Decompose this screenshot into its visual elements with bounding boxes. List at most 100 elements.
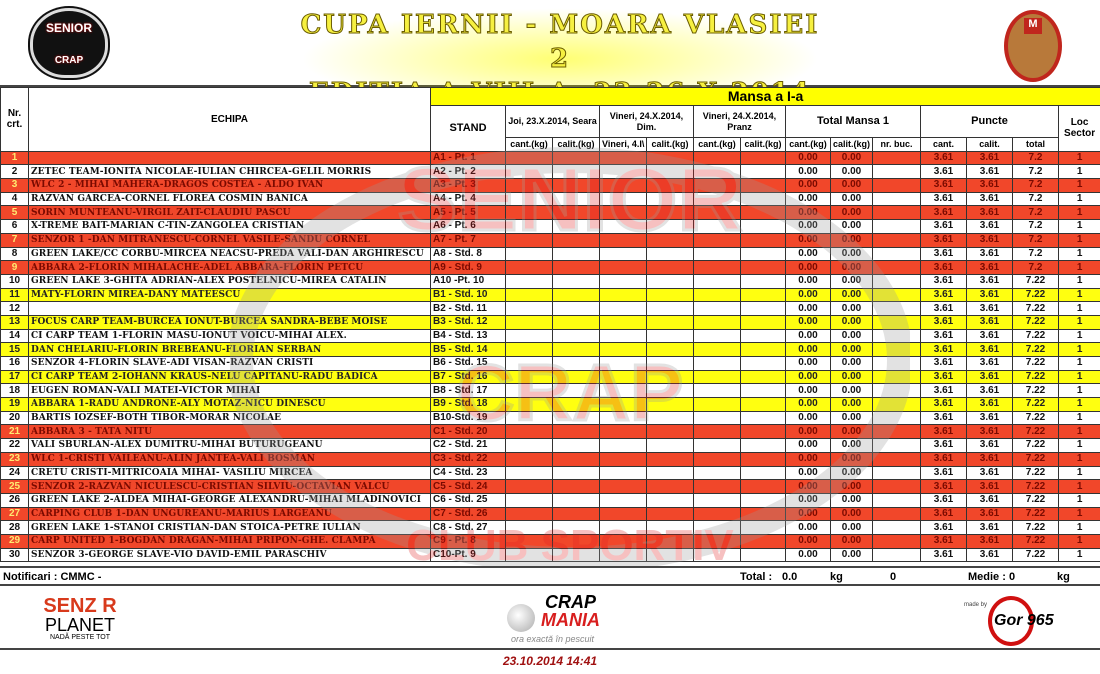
row-team: GREEN LAKE 1-STANOI CRISTIAN-DAN STOICA-… xyxy=(28,520,431,535)
row-stand: B1 - Std. 10 xyxy=(430,287,506,303)
table-row: 1 A1 - Pt. 1 0.00 0.00 3.61 3.61 7.2 1 xyxy=(0,150,1100,166)
table-row: 24 CRETU CRISTI-MITRICOAIA MIHAI- VASILIU… xyxy=(0,465,1100,481)
empty-cell xyxy=(872,314,921,330)
empty-cell xyxy=(599,438,647,453)
row-puncte-total: 7.22 xyxy=(1012,397,1059,412)
empty-cell xyxy=(646,410,694,426)
table-row: 10 GREEN LAKE 3-GHITA ADRIAN-ALEX POSTELN… xyxy=(0,273,1100,289)
medie-label: Medie : 0 xyxy=(968,571,1016,583)
row-puncte-cant: 3.61 xyxy=(920,342,967,357)
row-puncte-calit: 3.61 xyxy=(966,150,1013,166)
empty-cell xyxy=(740,219,786,234)
sponsor-logos: SENZ R PLANET NADĂ PESTE TOT CRAP MANIA … xyxy=(0,586,1100,650)
empty-cell xyxy=(646,246,694,262)
row-stand: C5 - Std. 24 xyxy=(430,479,506,494)
table-row: 14 CI CARP TEAM 1-FLORIN MASU-IONUT VOICU… xyxy=(0,328,1100,344)
empty-cell xyxy=(552,178,600,193)
row-team: ABBARA 2-FLORIN MIHALACHE-ADEL ABBARA-FL… xyxy=(28,260,431,275)
row-puncte-calit: 3.61 xyxy=(966,438,1013,453)
row-puncte-total: 7.22 xyxy=(1012,438,1059,453)
empty-cell xyxy=(505,191,553,207)
row-team: BARTIS IOZSEF-BOTH TIBOR-MORAR NICOLAE xyxy=(28,410,431,426)
empty-cell xyxy=(693,260,741,275)
ball-icon xyxy=(507,604,535,632)
empty-cell xyxy=(646,383,694,399)
senior-crap-logo: SENIOR CRAP xyxy=(30,8,108,78)
row-puncte-calit: 3.61 xyxy=(966,369,1013,385)
row-team: SENZOR 4-FLORIN SLAVE-ADI VISAN-RAZVAN C… xyxy=(28,356,431,371)
row-total-cant: 0.00 xyxy=(785,533,831,549)
row-nr: 10 xyxy=(0,273,29,289)
row-puncte-cant: 3.61 xyxy=(920,369,967,385)
empty-cell xyxy=(552,369,600,385)
empty-cell xyxy=(646,424,694,440)
empty-cell xyxy=(740,150,786,166)
empty-cell xyxy=(646,533,694,549)
empty-cell xyxy=(646,328,694,344)
row-puncte-cant: 3.61 xyxy=(920,451,967,467)
empty-cell xyxy=(740,287,786,303)
row-stand: B10-Std. 19 xyxy=(430,410,506,426)
gor-text: Gor 965 xyxy=(994,612,1054,629)
empty-cell xyxy=(505,465,553,481)
row-loc-sector: 1 xyxy=(1057,465,1100,481)
empty-cell xyxy=(646,506,694,522)
empty-cell xyxy=(740,178,786,193)
empty-cell xyxy=(505,287,553,303)
empty-cell xyxy=(599,273,647,289)
empty-cell xyxy=(599,328,647,344)
logo-m: M xyxy=(1024,18,1042,34)
empty-cell xyxy=(552,520,600,535)
row-team: SORIN MUNTEANU-VIRGIL ZAIT-CLAUDIU PASCU xyxy=(28,205,431,221)
table-row: 13 FOCUS CARP TEAM-BURCEA IONUT-BURCEA SA… xyxy=(0,314,1100,330)
row-puncte-total: 7.22 xyxy=(1012,410,1059,426)
row-total-cant: 0.00 xyxy=(785,287,831,303)
empty-cell xyxy=(693,164,741,180)
row-puncte-calit: 3.61 xyxy=(966,246,1013,262)
row-total-calit: 0.00 xyxy=(830,164,873,180)
session-2: Vineri, 24.X.2014, Dim. xyxy=(599,105,694,138)
empty-cell xyxy=(599,479,647,494)
row-loc-sector: 1 xyxy=(1057,410,1100,426)
empty-cell xyxy=(872,342,921,357)
row-total-cant: 0.00 xyxy=(785,314,831,330)
row-team: ABBARA 3 - TATA NITU xyxy=(28,424,431,440)
empty-cell xyxy=(552,273,600,289)
empty-cell xyxy=(552,410,600,426)
empty-cell xyxy=(599,397,647,412)
empty-cell xyxy=(740,479,786,494)
row-nr: 30 xyxy=(0,547,29,563)
row-loc-sector: 1 xyxy=(1057,246,1100,262)
empty-cell xyxy=(646,492,694,508)
notificari: Notificari : CMMC - xyxy=(3,571,102,583)
row-loc-sector: 1 xyxy=(1057,273,1100,289)
empty-cell xyxy=(599,410,647,426)
empty-cell xyxy=(646,164,694,180)
row-nr: 24 xyxy=(0,465,29,481)
empty-cell xyxy=(646,191,694,207)
row-team: ZETEC TEAM-IONITA NICOLAE-IULIAN CHIRCEA… xyxy=(28,164,431,180)
empty-cell xyxy=(693,506,741,522)
row-total-calit: 0.00 xyxy=(830,520,873,535)
empty-cell xyxy=(505,232,553,248)
row-total-cant: 0.00 xyxy=(785,438,831,453)
empty-cell xyxy=(693,191,741,207)
empty-cell xyxy=(693,369,741,385)
empty-cell xyxy=(552,397,600,412)
empty-cell xyxy=(646,150,694,166)
results-table: Nr. crt. ECHIPA Mansa a I-a STAND Joi, 2… xyxy=(0,87,1100,563)
table-row: 11 MATY-FLORIN MIREA-DANY MATEESCU B1 - St… xyxy=(0,287,1100,303)
empty-cell xyxy=(693,287,741,303)
empty-cell xyxy=(740,232,786,248)
empty-cell xyxy=(505,492,553,508)
empty-cell xyxy=(552,219,600,234)
empty-cell xyxy=(872,328,921,344)
table-row: 2 ZETEC TEAM-IONITA NICOLAE-IULIAN CHIRCE… xyxy=(0,164,1100,180)
empty-cell xyxy=(693,438,741,453)
total-unit: kg xyxy=(830,571,843,583)
empty-cell xyxy=(740,424,786,440)
row-stand: C8 - Std. 27 xyxy=(430,520,506,535)
empty-cell xyxy=(872,451,921,467)
row-total-cant: 0.00 xyxy=(785,479,831,494)
table-row: 16 SENZOR 4-FLORIN SLAVE-ADI VISAN-RAZVAN… xyxy=(0,356,1100,371)
